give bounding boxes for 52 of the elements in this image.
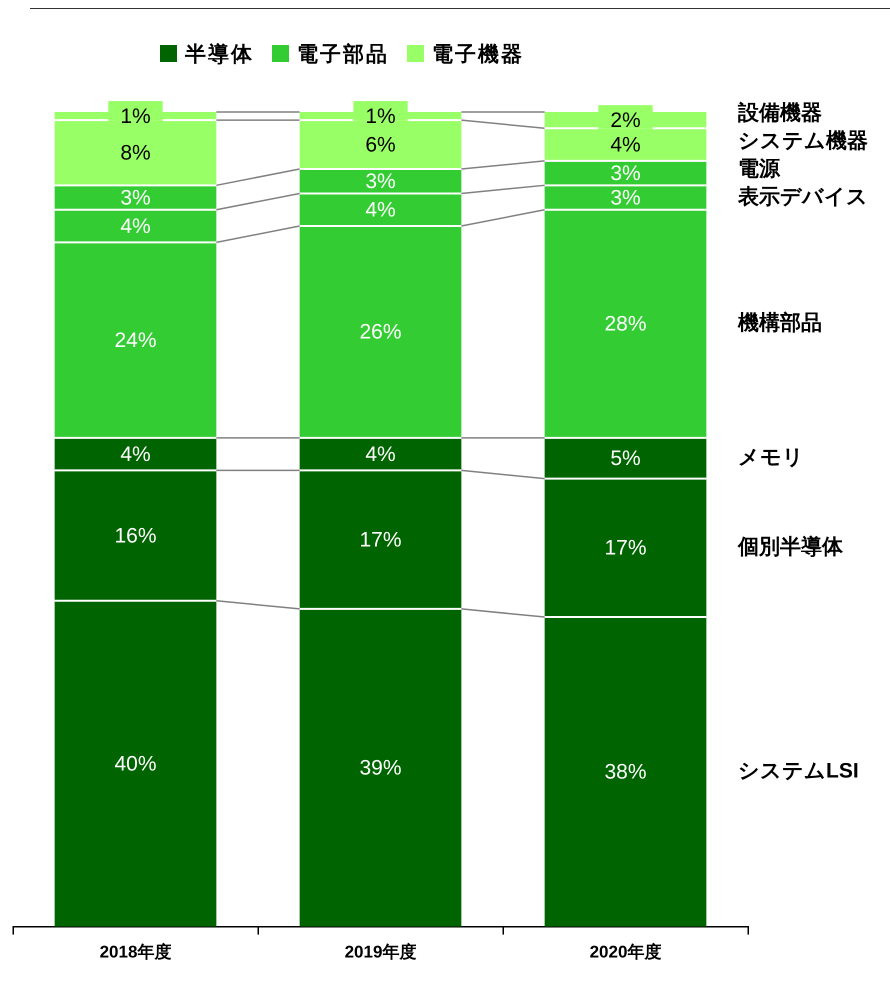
data-label: 28% — [604, 312, 647, 336]
series-label: 電源 — [738, 157, 781, 180]
data-label: 3% — [120, 186, 151, 210]
x-tick-label: 2018年度 — [100, 942, 172, 962]
bar — [300, 438, 462, 470]
bar — [544, 617, 706, 927]
bar — [544, 478, 706, 618]
data-label: 2% — [610, 108, 641, 132]
series-label: 個別半導体 — [737, 534, 844, 559]
x-tick-label: 2019年度 — [344, 942, 416, 962]
data-label: 3% — [610, 186, 641, 210]
data-label: 24% — [114, 328, 157, 352]
bar — [544, 210, 706, 438]
data-label: 5% — [610, 447, 641, 470]
data-label: 26% — [359, 320, 402, 344]
bar — [544, 438, 706, 479]
data-label: 16% — [114, 524, 157, 548]
series-label: 機構部品 — [737, 310, 822, 335]
data-label: 1% — [120, 104, 151, 128]
x-tick-label: 2020年度 — [590, 942, 662, 962]
series-label: 表示デバイス — [737, 185, 868, 208]
data-label: 6% — [365, 133, 396, 156]
data-label: 40% — [114, 752, 157, 776]
bar — [54, 438, 216, 470]
bar — [54, 210, 216, 242]
data-label: 4% — [120, 214, 151, 238]
data-label: 39% — [359, 756, 402, 780]
data-label: 3% — [365, 170, 396, 194]
bar — [54, 600, 216, 927]
series-label: 設備機器 — [737, 101, 822, 124]
data-label: 4% — [365, 442, 396, 466]
data-label: 38% — [604, 760, 647, 784]
bar — [54, 242, 216, 438]
series-label: システムLSI — [738, 760, 859, 783]
bar — [300, 226, 462, 438]
data-label: 8% — [120, 142, 151, 165]
bar — [300, 193, 462, 226]
bar — [54, 470, 216, 601]
data-label: 17% — [359, 528, 402, 552]
text: 半導体 — [184, 42, 254, 68]
data-label: 4% — [610, 133, 641, 156]
data-label: 1% — [365, 104, 396, 128]
data-label: 17% — [604, 536, 647, 560]
data-label: 4% — [365, 198, 396, 222]
series-label: システム機器 — [738, 129, 868, 152]
data-label: 3% — [610, 162, 641, 185]
bar — [300, 470, 462, 609]
series-label: メモリ — [738, 446, 804, 469]
data-label: 4% — [120, 442, 151, 466]
bar — [300, 608, 462, 927]
text: 電子機器 — [431, 42, 524, 68]
text: 電子部品 — [296, 42, 389, 68]
